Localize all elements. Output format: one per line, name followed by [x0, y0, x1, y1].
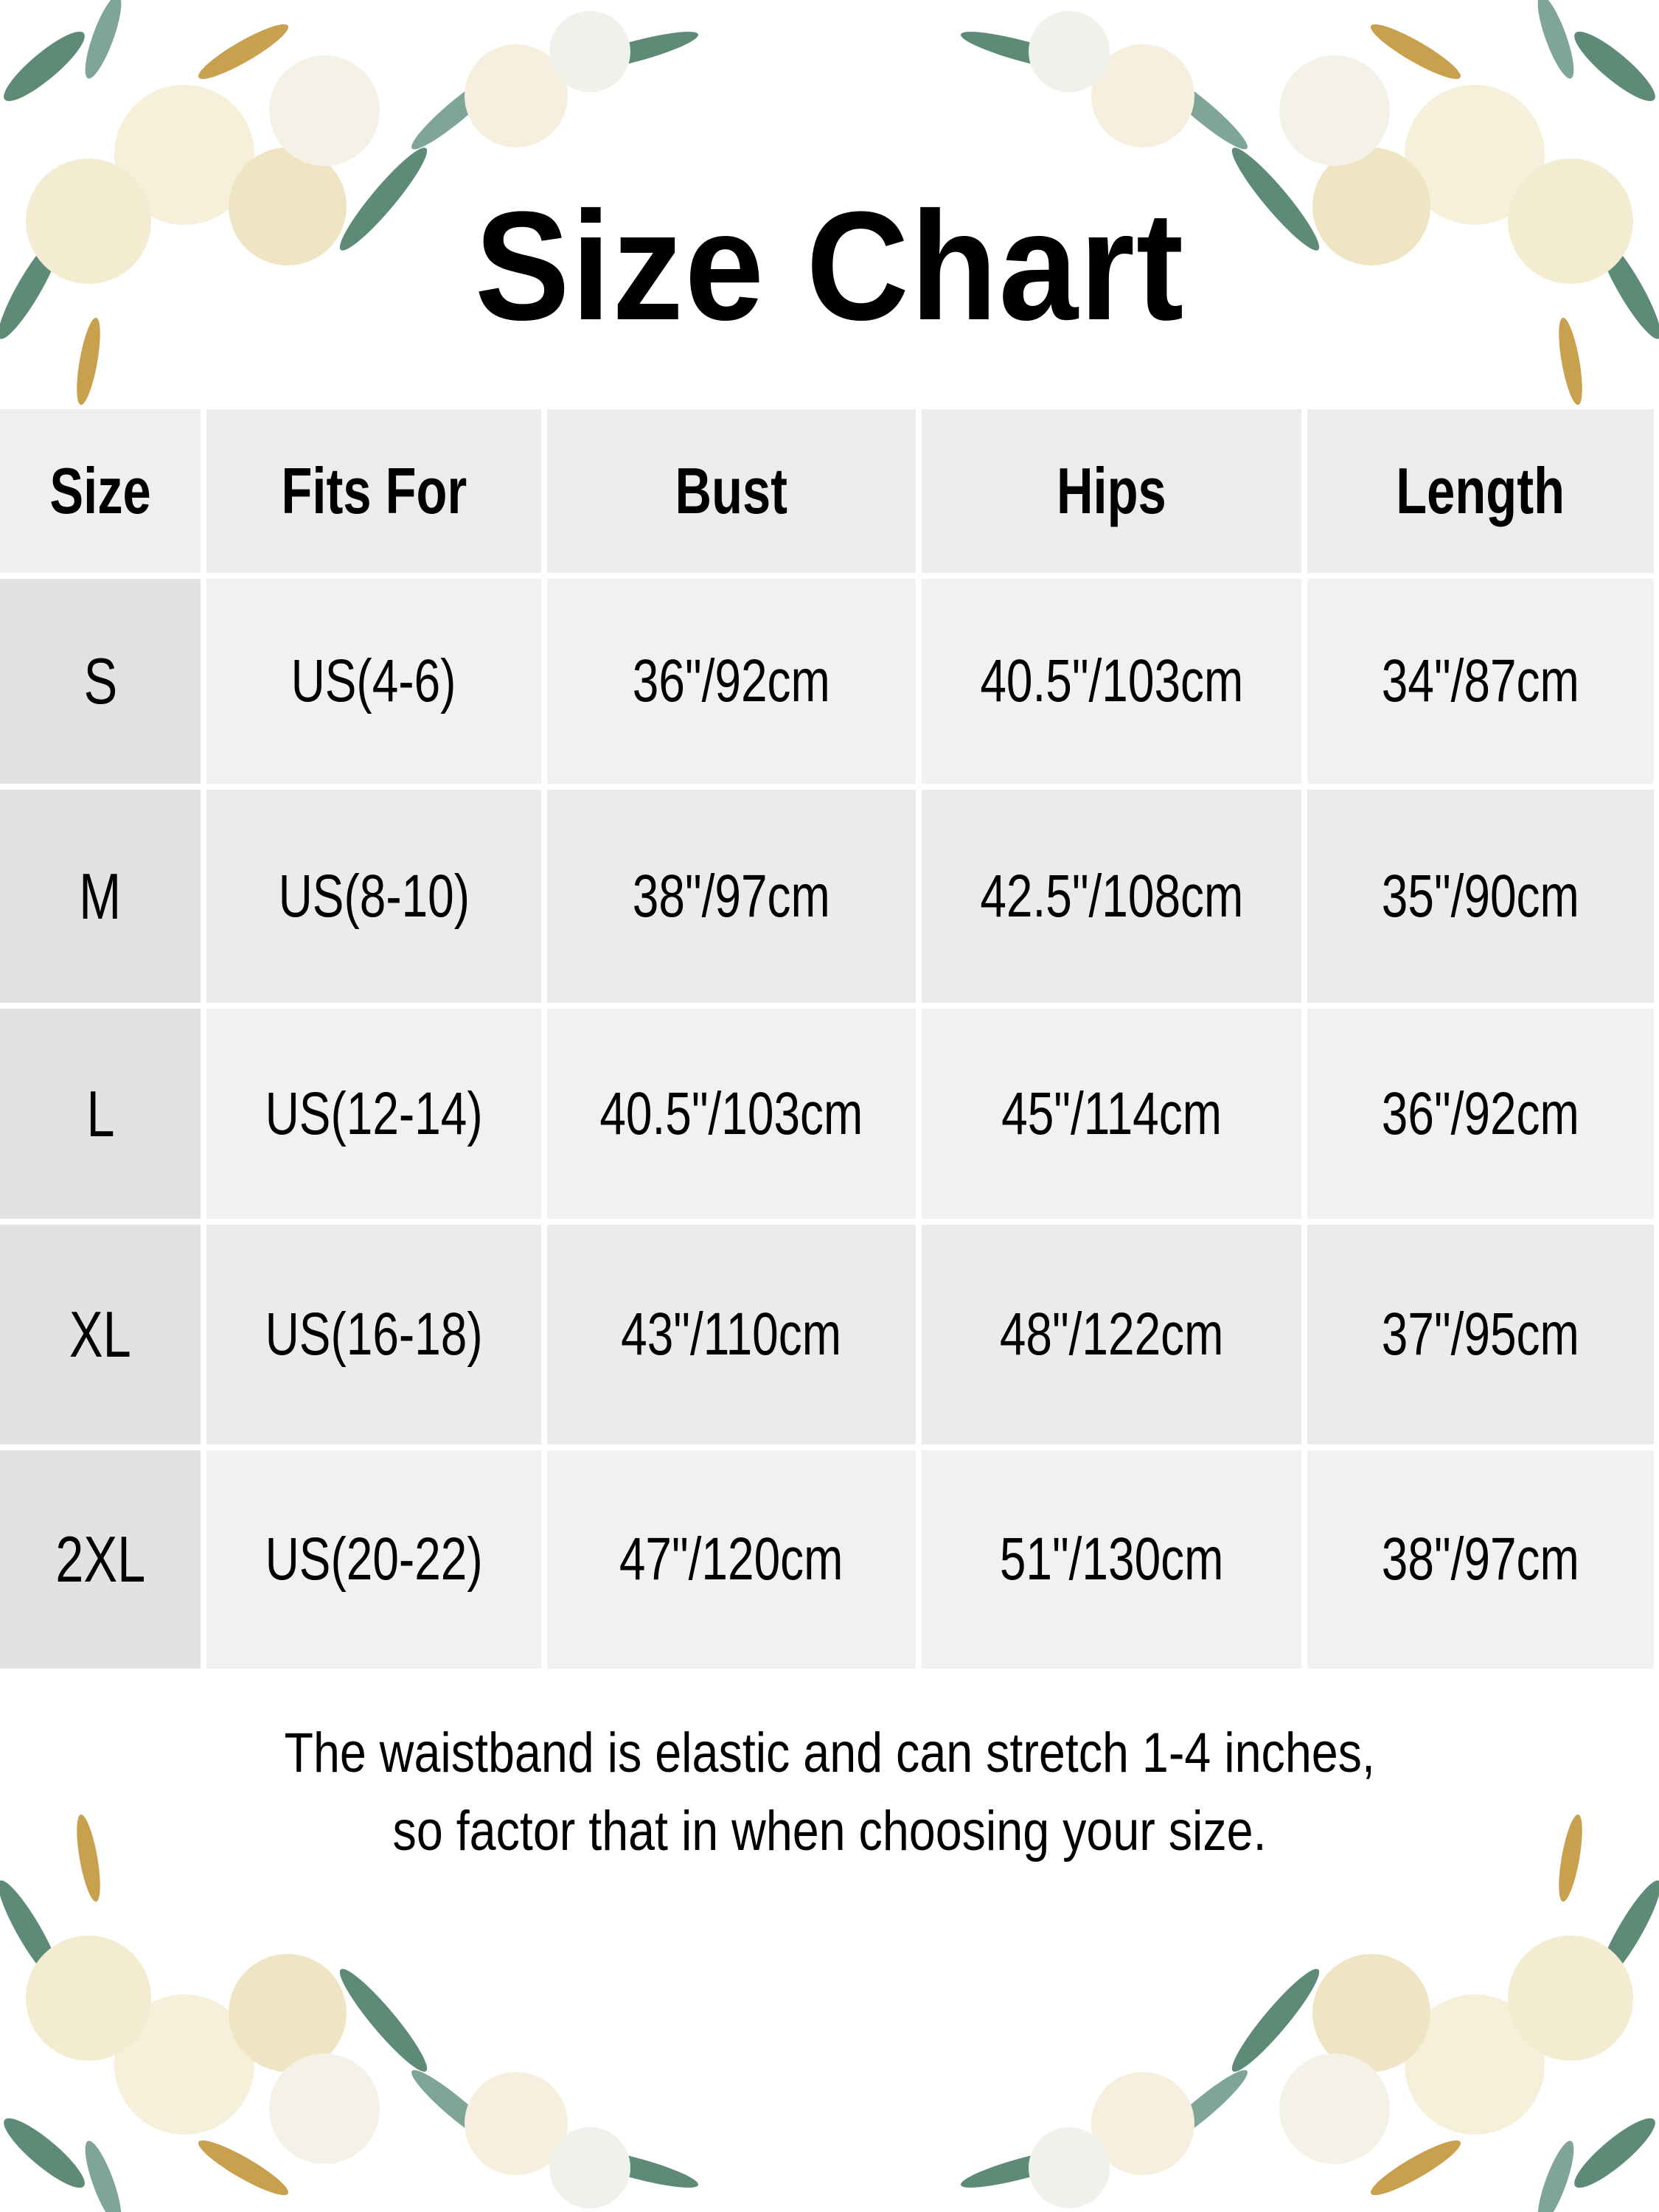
cell-size: M	[0, 790, 201, 1003]
cell-value: 36"/92cm	[632, 647, 831, 714]
table-row: S US(4-6) 36"/92cm 40.5"/103cm 34"/87cm	[0, 579, 1654, 784]
cell-fits-for: US(8-10)	[206, 790, 541, 1003]
cell-length: 37"/95cm	[1307, 1225, 1654, 1444]
title-text: Size Chart	[474, 179, 1185, 352]
cell-value: S	[83, 644, 117, 717]
size-table: Size Fits For Bust Hips Length S US(4-6) 3…	[0, 403, 1659, 1674]
table-row: 2XL US(20-22) 47"/120cm 51"/130cm 38"/97cm	[0, 1450, 1654, 1669]
header-length: Length	[1307, 409, 1654, 573]
cell-value: 35"/90cm	[1381, 862, 1580, 930]
cell-value: US(20-22)	[265, 1526, 483, 1593]
header-label: Hips	[1057, 454, 1166, 527]
cell-value: US(4-6)	[291, 647, 456, 714]
cell-value: 2XL	[55, 1523, 146, 1596]
cell-bust: 38"/97cm	[547, 790, 916, 1003]
cell-bust: 36"/92cm	[547, 579, 916, 784]
cell-length: 34"/87cm	[1307, 579, 1654, 784]
cell-size: 2XL	[0, 1450, 201, 1669]
cell-bust: 40.5"/103cm	[547, 1009, 916, 1219]
cell-hips: 48"/122cm	[922, 1225, 1301, 1444]
header-label: Bust	[675, 454, 788, 527]
header-label: Size	[49, 454, 151, 527]
cell-hips: 51"/130cm	[922, 1450, 1301, 1669]
cell-fits-for: US(4-6)	[206, 579, 541, 784]
page-title: Size Chart	[0, 177, 1659, 355]
cell-value: XL	[69, 1298, 131, 1371]
cell-hips: 40.5"/103cm	[922, 579, 1301, 784]
cell-value: US(12-14)	[265, 1079, 483, 1147]
note-line-1: The waistband is elastic and can stretch…	[284, 1722, 1375, 1784]
table-row: M US(8-10) 38"/97cm 42.5"/108cm 35"/90cm	[0, 790, 1654, 1003]
cell-fits-for: US(16-18)	[206, 1225, 541, 1444]
cell-fits-for: US(12-14)	[206, 1009, 541, 1219]
cell-value: L	[86, 1077, 115, 1150]
cell-value: 47"/120cm	[619, 1526, 844, 1593]
header-size: Size	[0, 409, 201, 573]
cell-value: 36"/92cm	[1381, 1079, 1580, 1147]
cell-size: XL	[0, 1225, 201, 1444]
cell-value: 38"/97cm	[1381, 1526, 1580, 1593]
cell-size: L	[0, 1009, 201, 1219]
cell-size: S	[0, 579, 201, 784]
header-label: Fits For	[281, 454, 467, 527]
cell-fits-for: US(20-22)	[206, 1450, 541, 1669]
cell-bust: 43"/110cm	[547, 1225, 916, 1444]
header-hips: Hips	[922, 409, 1301, 573]
cell-value: US(8-10)	[278, 862, 470, 930]
table-header-row: Size Fits For Bust Hips Length	[0, 409, 1654, 573]
header-fits-for: Fits For	[206, 409, 541, 573]
cell-value: 34"/87cm	[1381, 647, 1580, 714]
cell-length: 38"/97cm	[1307, 1450, 1654, 1669]
cell-hips: 42.5"/108cm	[922, 790, 1301, 1003]
header-label: Length	[1396, 454, 1565, 527]
cell-value: 43"/110cm	[621, 1301, 842, 1368]
table-row: L US(12-14) 40.5"/103cm 45"/114cm 36"/92cm	[0, 1009, 1654, 1219]
cell-value: US(16-18)	[265, 1301, 483, 1368]
cell-value: M	[79, 859, 122, 933]
cell-length: 35"/90cm	[1307, 790, 1654, 1003]
waistband-note: The waistband is elastic and can stretch…	[0, 1714, 1659, 1871]
cell-length: 36"/92cm	[1307, 1009, 1654, 1219]
cell-value: 42.5"/108cm	[980, 862, 1243, 930]
cell-value: 51"/130cm	[999, 1526, 1224, 1593]
cell-value: 38"/97cm	[632, 862, 831, 930]
cell-value: 40.5"/103cm	[599, 1079, 863, 1147]
cell-value: 37"/95cm	[1381, 1301, 1580, 1368]
cell-value: 45"/114cm	[1001, 1079, 1222, 1147]
cell-value: 40.5"/103cm	[980, 647, 1243, 714]
header-bust: Bust	[547, 409, 916, 573]
cell-hips: 45"/114cm	[922, 1009, 1301, 1219]
table-row: XL US(16-18) 43"/110cm 48"/122cm 37"/95cm	[0, 1225, 1654, 1444]
note-line-2: so factor that in when choosing your siz…	[392, 1800, 1267, 1863]
cell-value: 48"/122cm	[999, 1301, 1224, 1368]
cell-bust: 47"/120cm	[547, 1450, 916, 1669]
